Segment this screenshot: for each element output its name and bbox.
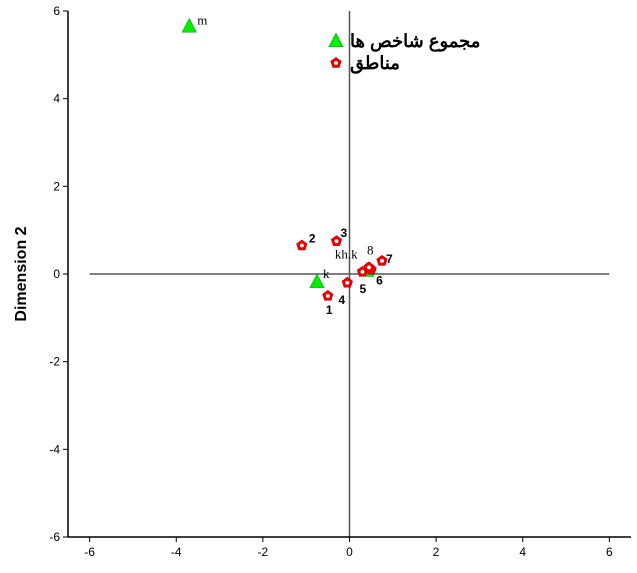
data-point-label: 1 (326, 303, 333, 317)
y-tick-label: 4 (53, 92, 60, 106)
data-point-label: k (323, 266, 330, 281)
y-tick-label: -4 (49, 442, 60, 456)
data-point-label: 7 (386, 252, 393, 266)
data-point-triangle (181, 17, 197, 33)
data-point-pentagon (376, 254, 388, 266)
data-point-triangle (309, 273, 325, 289)
legend-marker-pentagon (330, 57, 342, 68)
x-tick-label: 6 (606, 545, 613, 559)
y-tick-label: -2 (49, 355, 60, 369)
data-point-label: 5 (359, 282, 366, 296)
grid-layer (89, 11, 610, 537)
point-layer (181, 17, 388, 301)
data-point-label: 6 (376, 274, 383, 288)
axis-layer: -6 -4 -2 0 2 4 6 -6 -4 -2 0 2 4 6 Dimension 2 (13, 4, 631, 559)
data-point-pentagon (363, 261, 375, 273)
y-tick-label: 2 (53, 179, 60, 193)
y-tick-label: 0 (53, 267, 60, 281)
data-point-pentagon (296, 239, 308, 251)
data-point-label: 2 (309, 232, 316, 246)
x-tick-label: -6 (84, 545, 95, 559)
data-point-label: kh.k (335, 246, 358, 261)
y-tick-label: -6 (49, 530, 60, 544)
y-axis-title: Dimension 2 (13, 226, 30, 321)
x-tick-label: 4 (519, 545, 526, 559)
data-point-label: 3 (341, 226, 348, 240)
x-tick-label: -2 (258, 545, 269, 559)
x-tick-label: 0 (346, 545, 353, 559)
y-tick-label: 6 (53, 4, 60, 18)
legend-marker-triangle (328, 32, 344, 48)
legend-label: مجموع شاخص ها (350, 31, 480, 52)
data-point-label: 4 (338, 293, 345, 307)
data-point-label: m (197, 12, 207, 27)
data-point-pentagon (341, 276, 353, 288)
x-tick-label: -4 (171, 545, 182, 559)
legend-label: مناطق (350, 53, 400, 74)
x-tick-label: 2 (433, 545, 440, 559)
data-point-label: 8 (367, 242, 374, 257)
data-point-pentagon (322, 290, 334, 301)
data-point-pentagon (330, 235, 343, 246)
